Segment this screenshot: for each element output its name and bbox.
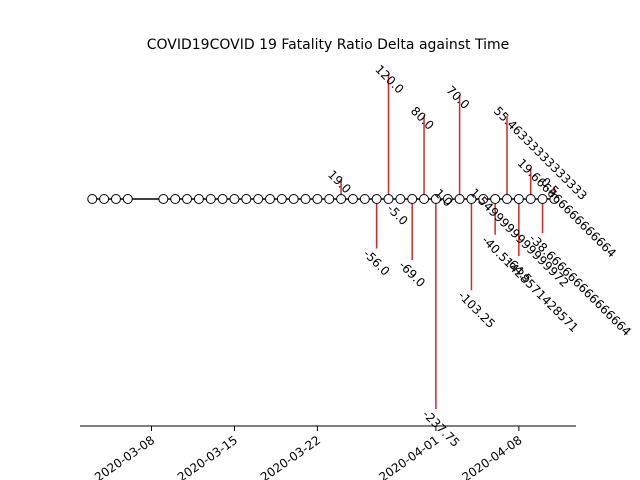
x-tick-label-2: 2020-03-22 (258, 433, 323, 480)
marker-2020-03-20 (288, 194, 299, 204)
data-label-2020-03-29: -5.0 (384, 202, 410, 228)
data-markers (87, 194, 560, 204)
data-label-2020-03-31: 80.0 (408, 104, 437, 133)
data-label-2020-04-04: -103.25 (455, 288, 498, 331)
stem-lines (340, 74, 556, 409)
marker-2020-03-10 (170, 194, 181, 204)
marker-2020-03-13 (205, 194, 216, 204)
marker-2020-03-21 (300, 194, 311, 204)
marker-2020-03-06 (122, 194, 133, 204)
marker-2020-04-03 (454, 194, 465, 204)
marker-2020-03-27 (371, 194, 382, 204)
marker-2020-03-16 (241, 194, 252, 204)
data-labels: 19.0-56.0120.0-5.0-69.080.0-237.751.070.… (325, 62, 634, 450)
data-label-2020-04-10: -38.666666666666664 (526, 231, 633, 338)
marker-2020-03-04 (99, 194, 110, 204)
marker-2020-03-14 (217, 194, 228, 204)
data-label-2020-03-24: 19.0 (325, 167, 354, 196)
x-tick-label-3: 2020-04-01 (376, 433, 441, 480)
marker-2020-03-17 (253, 194, 264, 204)
marker-2020-04-04 (466, 194, 477, 204)
marker-2020-03-03 (87, 194, 98, 204)
marker-2020-04-09 (525, 194, 536, 204)
marker-2020-03-18 (265, 194, 275, 204)
marker-2020-03-31 (419, 194, 430, 204)
marker-2020-04-06 (490, 194, 501, 204)
data-label-2020-03-30: -69.0 (396, 258, 428, 290)
marker-2020-04-05 (478, 194, 489, 204)
marker-2020-03-29 (395, 194, 406, 204)
marker-2020-03-22 (312, 194, 323, 204)
marker-2020-03-19 (276, 194, 287, 204)
marker-2020-03-23 (324, 194, 335, 204)
data-label-2020-03-28: 120.0 (372, 62, 406, 96)
marker-2020-03-28 (383, 194, 394, 204)
marker-2020-03-05 (110, 194, 121, 204)
x-tick-label-4: 2020-04-08 (459, 433, 524, 480)
chart-title: COVID19COVID 19 Fatality Ratio Delta aga… (147, 37, 510, 53)
marker-2020-03-09 (158, 194, 169, 204)
x-tick-label-0: 2020-03-08 (92, 433, 157, 480)
marker-2020-03-25 (347, 194, 358, 204)
marker-2020-03-24 (336, 194, 347, 204)
marker-2020-03-30 (407, 194, 418, 204)
marker-2020-03-12 (193, 194, 204, 204)
x-tick-label-1: 2020-03-15 (175, 433, 240, 480)
marker-2020-03-11 (182, 194, 193, 204)
marker-2020-04-07 (502, 194, 512, 204)
marker-2020-04-11 (549, 194, 560, 204)
marker-2020-04-08 (513, 194, 524, 204)
data-label-2020-03-27: -56.0 (361, 247, 393, 279)
data-label-2020-04-03: 70.0 (443, 83, 472, 112)
marker-2020-04-10 (537, 194, 548, 204)
marker-2020-03-15 (229, 194, 240, 204)
data-label-2020-04-02: 1.0 (432, 186, 455, 209)
marker-2020-03-26 (359, 194, 370, 204)
marker-2020-04-01 (430, 194, 441, 204)
marker-2020-04-02 (442, 194, 453, 204)
x-axis: 2020-03-08 2020-03-15 2020-03-22 2020-04-01… (80, 425, 576, 480)
